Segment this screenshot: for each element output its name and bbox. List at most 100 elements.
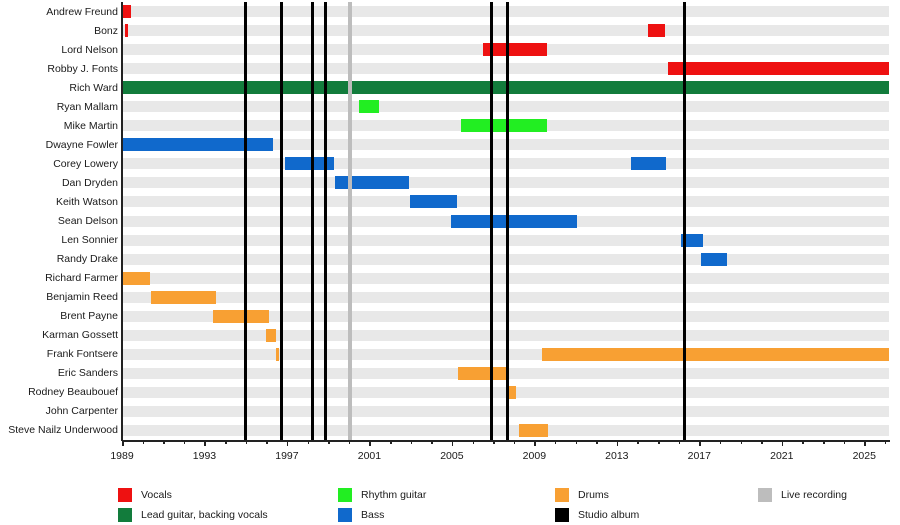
x-axis-minor-tick bbox=[390, 440, 392, 444]
row-band bbox=[122, 6, 889, 18]
x-axis-minor-tick bbox=[554, 440, 557, 444]
x-axis-minor-tick bbox=[596, 440, 598, 444]
legend-studio-album[interactable]: Studio album bbox=[555, 508, 639, 522]
legend-label: Lead guitar, backing vocals bbox=[141, 509, 268, 521]
legend-swatch-icon bbox=[118, 508, 132, 522]
x-axis-minor-tick bbox=[678, 440, 681, 444]
studio-album-marker bbox=[244, 2, 248, 440]
x-axis-tick bbox=[286, 440, 289, 446]
row-label-brent-payne: Brent Payne bbox=[60, 310, 118, 323]
row-band bbox=[122, 272, 889, 284]
timeline-bar bbox=[518, 423, 548, 437]
timeline-bar bbox=[458, 366, 508, 380]
timeline-bar bbox=[212, 309, 270, 323]
legend-vocals[interactable]: Vocals bbox=[118, 488, 172, 502]
plot-area bbox=[122, 2, 889, 440]
timeline-bar bbox=[668, 62, 889, 76]
x-axis-minor-tick bbox=[493, 440, 495, 444]
row-label-dwayne-fowler: Dwayne Fowler bbox=[45, 138, 118, 151]
x-axis-minor-tick bbox=[266, 440, 268, 444]
row-label-rodney-beaubouef: Rodney Beaubouef bbox=[28, 386, 118, 399]
x-axis-minor-tick bbox=[802, 440, 804, 444]
x-axis-minor-tick bbox=[740, 440, 743, 444]
x-axis-tick bbox=[369, 440, 371, 446]
legend-drums[interactable]: Drums bbox=[555, 488, 609, 502]
x-axis-tick-label: 2017 bbox=[687, 450, 711, 462]
row-band bbox=[122, 424, 889, 436]
timeline-bar bbox=[335, 176, 409, 190]
studio-album-marker bbox=[683, 2, 687, 440]
legend-bass[interactable]: Bass bbox=[338, 508, 384, 522]
live-recording-marker bbox=[347, 2, 352, 440]
row-label-len-sonnier: Len Sonnier bbox=[61, 234, 118, 247]
studio-album-marker bbox=[323, 2, 327, 440]
legend-label: Vocals bbox=[141, 489, 172, 501]
x-axis-minor-tick bbox=[823, 440, 825, 444]
timeline-bar bbox=[701, 252, 728, 266]
timeline-bar bbox=[122, 5, 132, 19]
legend-label: Rhythm guitar bbox=[361, 489, 427, 501]
row-label-eric-sanders: Eric Sanders bbox=[57, 367, 118, 380]
timeline-bar bbox=[505, 385, 516, 399]
studio-album-marker bbox=[280, 2, 284, 440]
timeline-bar bbox=[122, 138, 273, 152]
x-axis-tick-label: 1997 bbox=[275, 450, 299, 462]
x-axis-minor-tick bbox=[513, 440, 516, 444]
x-axis-tick bbox=[699, 440, 701, 446]
row-label-andrew-freund: Andrew Freund bbox=[46, 5, 118, 18]
legend-live-recording[interactable]: Live recording bbox=[758, 488, 847, 502]
timeline-bar bbox=[150, 290, 216, 304]
row-band bbox=[122, 139, 889, 151]
timeline-bar bbox=[409, 195, 458, 209]
row-label-randy-drake: Randy Drake bbox=[56, 253, 118, 266]
x-axis-minor-tick bbox=[348, 440, 351, 444]
timeline-bar bbox=[647, 24, 666, 38]
x-axis-tick bbox=[616, 440, 619, 446]
studio-album-marker bbox=[311, 2, 315, 440]
timeline-bar bbox=[450, 214, 577, 228]
row-label-bonz: Bonz bbox=[94, 24, 118, 37]
timeline-bar bbox=[284, 157, 335, 171]
row-label-ryan-mallam: Ryan Mallam bbox=[56, 100, 118, 113]
legend-rhythm-guitar[interactable]: Rhythm guitar bbox=[338, 488, 426, 502]
x-axis-minor-tick bbox=[163, 440, 165, 444]
row-label-rich-ward: Rich Ward bbox=[69, 81, 118, 94]
x-axis-tick-label: 1993 bbox=[192, 450, 217, 462]
legend-swatch-icon bbox=[338, 488, 352, 502]
row-label-keith-watson: Keith Watson bbox=[55, 195, 118, 208]
legend-swatch-icon bbox=[555, 488, 569, 502]
x-axis-minor-tick bbox=[328, 440, 330, 444]
x-axis-minor-tick bbox=[637, 440, 639, 444]
timeline-bar bbox=[359, 100, 379, 114]
row-band bbox=[122, 291, 889, 303]
legend-swatch-icon bbox=[758, 488, 772, 502]
row-band bbox=[122, 63, 889, 75]
row-band bbox=[122, 405, 889, 417]
chart-legend: Vocals Rhythm guitar Drums Live recording Le… bbox=[0, 483, 900, 523]
row-label-john-carpenter: John Carpenter bbox=[45, 405, 118, 418]
row-band bbox=[122, 253, 889, 265]
x-axis-minor-tick bbox=[142, 440, 145, 444]
row-band bbox=[122, 348, 889, 360]
legend-swatch-icon bbox=[118, 488, 132, 502]
legend-label: Live recording bbox=[781, 489, 847, 501]
x-axis-tick-label: 2005 bbox=[440, 450, 464, 462]
x-axis-minor-tick bbox=[658, 440, 660, 444]
timeline-bar bbox=[680, 233, 704, 247]
row-band bbox=[122, 234, 889, 246]
x-axis-tick bbox=[864, 440, 866, 446]
timeline-bar bbox=[541, 347, 889, 361]
x-axis-minor-tick bbox=[183, 440, 186, 444]
row-label-steve-nailz-underwood: Steve Nailz Underwood bbox=[8, 424, 118, 437]
timeline-bar bbox=[631, 157, 667, 171]
row-band bbox=[122, 196, 889, 208]
timeline-bar bbox=[482, 43, 547, 57]
timeline-bar bbox=[122, 271, 150, 285]
legend-lead-guitar[interactable]: Lead guitar, backing vocals bbox=[118, 508, 268, 522]
row-label-karman-gossett: Karman Gossett bbox=[42, 329, 118, 342]
row-band bbox=[122, 158, 889, 170]
timeline-bar bbox=[275, 347, 279, 361]
x-axis-tick-label: 2013 bbox=[605, 450, 629, 462]
legend-swatch-icon bbox=[338, 508, 352, 522]
